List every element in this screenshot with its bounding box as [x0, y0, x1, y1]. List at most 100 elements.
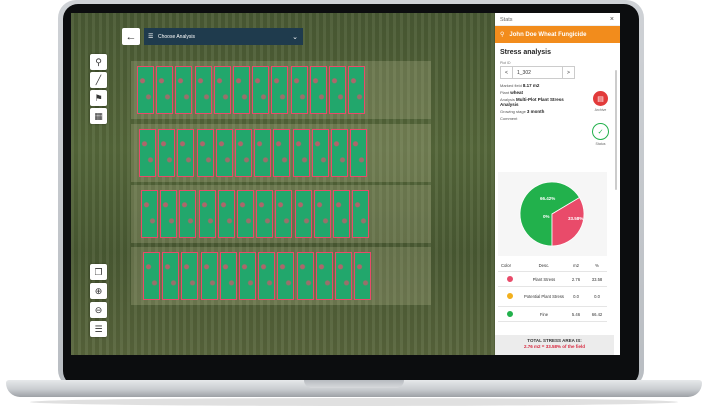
plot-cell[interactable] — [258, 252, 276, 300]
plot-cell[interactable] — [350, 129, 368, 177]
plot-cell[interactable] — [198, 190, 216, 238]
plot-cell[interactable] — [235, 129, 252, 177]
plot-cell[interactable] — [354, 252, 372, 300]
zoom-in-icon: ⊕ — [94, 285, 103, 296]
plot-cell[interactable] — [333, 190, 350, 238]
plot-cell[interactable] — [290, 66, 308, 114]
plot-cell[interactable] — [156, 66, 174, 114]
table-row: Plant Stress 2.76 33.58 — [498, 272, 607, 287]
plant-label: Plant — [500, 90, 510, 95]
plot-cell[interactable] — [271, 66, 289, 114]
color-dot — [507, 310, 513, 317]
plot-cell[interactable] — [315, 252, 333, 300]
flag-icon: ⚑ — [94, 92, 103, 103]
pie-label: 33.58% — [568, 216, 583, 221]
plot-cell[interactable] — [233, 66, 250, 114]
close-icon[interactable]: × — [609, 16, 614, 23]
plot-cell[interactable] — [277, 252, 295, 300]
plot-cell[interactable] — [219, 252, 237, 300]
plot-cell[interactable] — [275, 190, 293, 238]
plot-cell[interactable] — [292, 129, 310, 177]
plot-id-value[interactable]: 1_302 — [517, 69, 531, 76]
zoom-in-button[interactable]: ⊕ — [90, 283, 107, 299]
total-stress-value: 2.76 m2 = 33.58% of the field — [524, 344, 585, 349]
plot-cell[interactable] — [348, 66, 366, 114]
status-button[interactable]: ✓ Status — [592, 123, 609, 146]
plant-row: Plant wheat — [500, 90, 614, 95]
plot-cell[interactable] — [273, 129, 291, 177]
plot-cell[interactable] — [196, 129, 214, 177]
plot-cell[interactable] — [215, 129, 233, 177]
panel-scrollbar[interactable] — [615, 70, 617, 190]
plot-cell[interactable] — [194, 66, 212, 114]
archive-button[interactable]: ▤ Archive — [592, 91, 609, 112]
pie-slice-fine[interactable] — [519, 181, 581, 247]
stats-title: Stats — [500, 17, 513, 23]
color-dot — [507, 293, 513, 299]
plot-cell[interactable] — [179, 190, 197, 238]
grid-select-tool[interactable]: ▦ — [90, 108, 107, 124]
plot-cell[interactable] — [254, 129, 272, 177]
plot-cell[interactable] — [256, 190, 274, 238]
laptop-notch — [304, 380, 404, 388]
plot-cell[interactable] — [296, 252, 314, 300]
layers-copy-tool[interactable]: ❐ — [90, 264, 107, 280]
layers-button[interactable]: ☰ — [90, 321, 107, 337]
table-row: Potential Plant Stress 0.0 0.0 — [498, 287, 607, 307]
field-map[interactable]: ← ☰ Choose Analysis ⌄ ⚲ ╱ ⚑ ▦ ❐ ⊕ ⊖ ☰ — [71, 13, 495, 355]
plot-cell[interactable] — [200, 252, 218, 300]
plot-cell[interactable] — [141, 190, 158, 238]
plot-cell[interactable] — [143, 252, 160, 300]
row-pct: 33.58 — [591, 276, 603, 282]
plot-cell[interactable] — [158, 129, 176, 177]
stats-body: Stress analysis Plot ID < 1_302 > Marked… — [495, 43, 620, 146]
plot-cell[interactable] — [352, 190, 370, 238]
analysis-row: Analysis Multi-Plot Plant Stress Analysi… — [500, 97, 572, 107]
zoom-out-button[interactable]: ⊖ — [90, 302, 107, 318]
plot-cell[interactable] — [213, 66, 231, 114]
color-dot — [507, 275, 513, 282]
analysis-value: Multi-Plot Plant Stress Analysis — [500, 97, 564, 107]
plot-cell[interactable] — [331, 129, 348, 177]
plot-cell[interactable] — [237, 190, 254, 238]
back-button[interactable]: ← — [122, 28, 140, 45]
location-pin-tool[interactable]: ⚲ — [90, 54, 107, 70]
zoom-out-icon: ⊖ — [94, 304, 103, 315]
prev-plot-button[interactable]: < — [501, 67, 513, 78]
plot-cell[interactable] — [175, 66, 193, 114]
plot-cell[interactable] — [329, 66, 346, 114]
plot-cell[interactable] — [335, 252, 352, 300]
header-m2: m2 — [573, 263, 579, 268]
plot-cell[interactable] — [139, 129, 156, 177]
plot-cell[interactable] — [137, 66, 154, 114]
marked-area-row: Marked field 8.17 m2 — [500, 83, 614, 88]
pie-slice-plant-stress[interactable] — [551, 197, 585, 247]
plot-cell[interactable] — [252, 66, 270, 114]
plant-value: wheat — [510, 90, 524, 95]
plot-cell[interactable] — [313, 190, 331, 238]
plot-cell[interactable] — [309, 66, 327, 114]
plot-cell[interactable] — [294, 190, 312, 238]
plot-cell[interactable] — [177, 129, 195, 177]
ruler-tool[interactable]: ╱ — [90, 72, 107, 88]
plot-cell[interactable] — [162, 252, 180, 300]
plot-cell[interactable] — [217, 190, 235, 238]
plot-cell[interactable] — [160, 190, 178, 238]
plot-cell[interactable] — [239, 252, 256, 300]
choose-analysis-select[interactable]: ☰ Choose Analysis ⌄ — [144, 28, 303, 45]
plot-cell[interactable] — [311, 129, 329, 177]
row-m2: 5.46 — [571, 311, 581, 317]
total-stress-area: TOTAL STRESS AREA IS: 2.76 m2 = 33.58% o… — [495, 335, 614, 355]
stress-table: Color Desc. m2 % Plant Stress 2.76 33.58… — [498, 260, 607, 322]
location-pin-icon: ⚲ — [500, 32, 505, 38]
flag-tool[interactable]: ⚑ — [90, 90, 107, 106]
plot-cell[interactable] — [181, 252, 199, 300]
location-pin-icon: ⚲ — [95, 56, 102, 67]
comment-label: Comment — [500, 116, 518, 121]
pie-svg: 33.58% 0% 66.42% — [519, 181, 585, 247]
next-plot-button[interactable]: > — [562, 67, 574, 78]
row-m2: 0.0 — [573, 294, 579, 299]
field-name-bar: ⚲ John Doe Wheat Fungicide — [495, 26, 620, 43]
ruler-icon: ╱ — [95, 74, 102, 85]
status-label: Status — [595, 142, 606, 146]
